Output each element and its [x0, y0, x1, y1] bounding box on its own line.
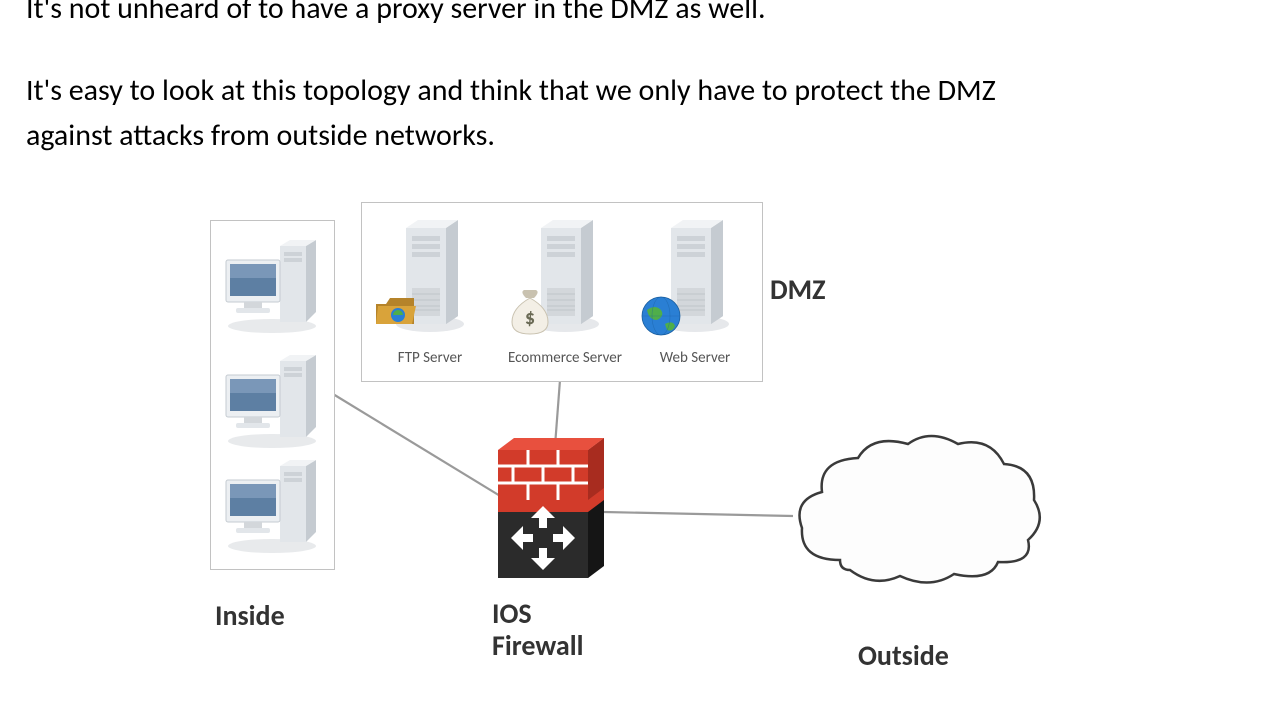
- dmz-label: DMZ: [770, 272, 826, 307]
- firewall-label-line1: IOS: [492, 596, 532, 631]
- firewall-icon: [498, 438, 604, 582]
- ftp-server-icon: [370, 220, 490, 338]
- outside-label: Outside: [858, 638, 949, 673]
- ftp-caption: FTP Server: [370, 349, 490, 367]
- web-server-icon: [635, 220, 755, 338]
- firewall-label: IOS Firewall: [492, 598, 583, 662]
- inside-label: Inside: [215, 598, 285, 633]
- pc-icon-2: [222, 355, 322, 450]
- ecommerce-caption: Ecommerce Server: [500, 349, 630, 367]
- pc-icon-3: [222, 460, 322, 555]
- svg-text:$: $: [525, 306, 535, 330]
- firewall-label-line2: Firewall: [492, 628, 583, 663]
- ftp-server-group: FTP Server: [370, 220, 490, 367]
- pc-icon-1: [222, 240, 322, 335]
- ecommerce-server-group: $ Ecommerce Server: [500, 220, 630, 367]
- cloud-icon: [790, 430, 1048, 600]
- web-caption: Web Server: [635, 349, 755, 367]
- web-server-group: Web Server: [635, 220, 755, 367]
- ecommerce-server-icon: $: [500, 220, 630, 338]
